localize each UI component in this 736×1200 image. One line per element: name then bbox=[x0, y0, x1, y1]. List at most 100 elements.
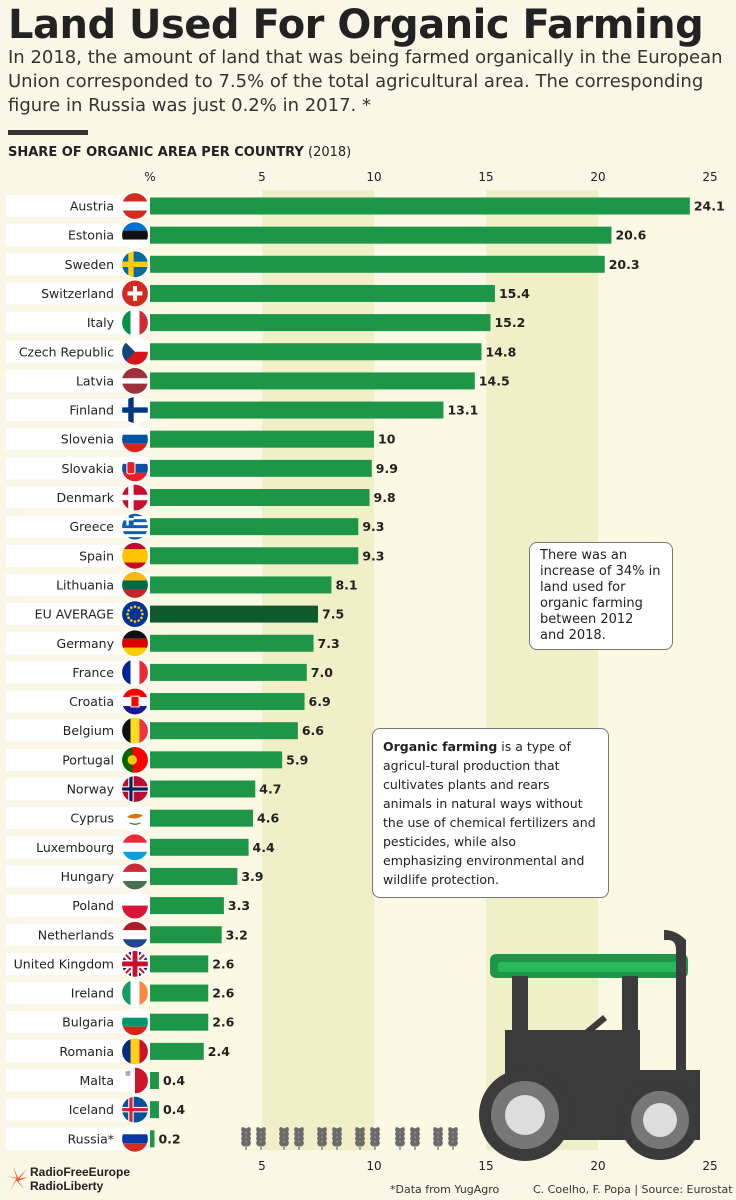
bar bbox=[150, 372, 475, 390]
chart-row: Slovakia 9.9 bbox=[6, 454, 398, 483]
category-label: EU AVERAGE bbox=[35, 607, 114, 622]
chart-row: Romania 2.4 bbox=[6, 1037, 230, 1066]
chart-row: Malta 0.4 bbox=[6, 1066, 185, 1095]
russia-flag-icon bbox=[120, 1124, 150, 1153]
bar bbox=[150, 984, 209, 1002]
definition-term: Organic farming bbox=[383, 739, 498, 754]
category-label: Czech Republic bbox=[19, 344, 114, 359]
axis-tick-top: 15 bbox=[478, 170, 493, 184]
value-label: 3.9 bbox=[241, 869, 263, 884]
germany-flag-icon bbox=[120, 629, 150, 658]
wheat-icon bbox=[355, 1127, 365, 1150]
logo-line-2: RadioLiberty bbox=[30, 1179, 104, 1193]
value-label: 0.4 bbox=[163, 1102, 185, 1117]
category-label: Malta bbox=[80, 1073, 114, 1088]
category-label: Slovenia bbox=[61, 432, 114, 447]
data-footnote: *Data from YugAgro bbox=[390, 1183, 500, 1196]
value-label: 15.4 bbox=[499, 286, 530, 301]
bar bbox=[150, 809, 254, 827]
chart-row: Portugal 5.9 bbox=[6, 745, 308, 774]
greece-flag-icon bbox=[120, 512, 150, 541]
wheat-icon bbox=[410, 1127, 420, 1150]
croatia-flag-icon bbox=[120, 687, 150, 716]
wheat-icon bbox=[317, 1127, 327, 1150]
tractor-roof-inner bbox=[498, 962, 680, 972]
value-label: 2.4 bbox=[208, 1044, 230, 1059]
page-subtitle: In 2018, the amount of land that was bei… bbox=[8, 47, 723, 116]
wheat-icon bbox=[256, 1127, 266, 1150]
axis-tick-bottom: 25 bbox=[702, 1159, 717, 1173]
category-label: France bbox=[72, 665, 114, 680]
category-label: Bulgaria bbox=[62, 1015, 114, 1030]
bar bbox=[150, 343, 482, 361]
bar bbox=[150, 518, 359, 536]
chart-row: Switzerland 15.4 bbox=[6, 279, 530, 308]
row-label-bg bbox=[6, 1127, 150, 1150]
axis-tick-top: 25 bbox=[702, 170, 717, 184]
value-label: 3.2 bbox=[226, 927, 248, 942]
chart-row: Greece 9.3 bbox=[6, 512, 384, 541]
category-label: Netherlands bbox=[38, 927, 114, 942]
row-label-bg bbox=[6, 253, 150, 276]
category-label: Estonia bbox=[68, 228, 114, 243]
slovakia-flag-icon bbox=[120, 454, 150, 483]
chart-row: Belgium 6.6 bbox=[6, 716, 324, 745]
italy-flag-icon bbox=[120, 308, 150, 337]
wheat-icon bbox=[332, 1127, 342, 1150]
bar bbox=[150, 547, 359, 565]
malta-flag-icon bbox=[120, 1066, 150, 1095]
wheat-icon bbox=[279, 1127, 289, 1150]
tractor-pillar-rear bbox=[622, 976, 638, 1046]
row-label-bg bbox=[6, 748, 150, 771]
definition-text: is a type of agricul-tural production th… bbox=[383, 739, 596, 887]
value-label: 0.4 bbox=[163, 1073, 185, 1088]
grid-band bbox=[598, 190, 710, 1150]
row-label-bg bbox=[6, 982, 150, 1005]
value-label: 5.9 bbox=[286, 752, 308, 767]
bar bbox=[150, 1130, 155, 1148]
row-label-bg bbox=[6, 661, 150, 684]
category-label: Poland bbox=[72, 898, 114, 913]
denmark-flag-icon bbox=[120, 483, 150, 512]
row-label-bg bbox=[6, 573, 150, 596]
row-label-bg bbox=[6, 632, 150, 655]
chart-row: Iceland 0.4 bbox=[6, 1095, 185, 1124]
chart-row: France 7.0 bbox=[6, 658, 333, 687]
value-label: 14.5 bbox=[479, 373, 510, 388]
value-label: 6.9 bbox=[309, 694, 331, 709]
tractor-exhaust bbox=[664, 930, 686, 1080]
ireland-flag-icon bbox=[120, 978, 150, 1008]
row-label-bg bbox=[6, 224, 150, 247]
value-label: 9.3 bbox=[362, 519, 384, 534]
value-label: 9.3 bbox=[362, 548, 384, 563]
chart-row: Norway 4.7 bbox=[6, 774, 281, 804]
wheat-icon bbox=[395, 1127, 405, 1150]
row-label-bg bbox=[6, 340, 150, 363]
value-label: 7.0 bbox=[311, 665, 333, 680]
bar bbox=[150, 576, 332, 594]
tractor-rear-wheel bbox=[479, 1069, 571, 1161]
row-label-bg bbox=[6, 1098, 150, 1121]
axis-tick-top: 10 bbox=[366, 170, 381, 184]
axis-tick-bottom: 5 bbox=[258, 1159, 266, 1173]
grid-band bbox=[374, 190, 486, 1150]
category-label: Croatia bbox=[69, 694, 114, 709]
category-label: Norway bbox=[67, 782, 115, 797]
row-label-bg bbox=[6, 195, 150, 217]
value-label: 10 bbox=[378, 432, 396, 447]
value-label: 8.1 bbox=[335, 577, 357, 592]
row-label-bg bbox=[6, 311, 150, 334]
bar bbox=[150, 634, 314, 652]
chart-label-year: (2018) bbox=[308, 145, 352, 160]
logo-burst-icon bbox=[7, 1166, 28, 1191]
chart-row: Germany 7.3 bbox=[6, 629, 340, 658]
bar bbox=[150, 1013, 209, 1031]
row-label-bg bbox=[6, 690, 150, 713]
chart-row: Cyprus 4.6 bbox=[6, 804, 279, 833]
row-label-bg bbox=[6, 1011, 150, 1034]
bar bbox=[150, 751, 283, 769]
value-label: 7.5 bbox=[322, 607, 344, 622]
row-label-bg bbox=[6, 399, 150, 422]
chart-row: Austria 24.1 bbox=[6, 191, 725, 221]
bar bbox=[150, 780, 256, 798]
